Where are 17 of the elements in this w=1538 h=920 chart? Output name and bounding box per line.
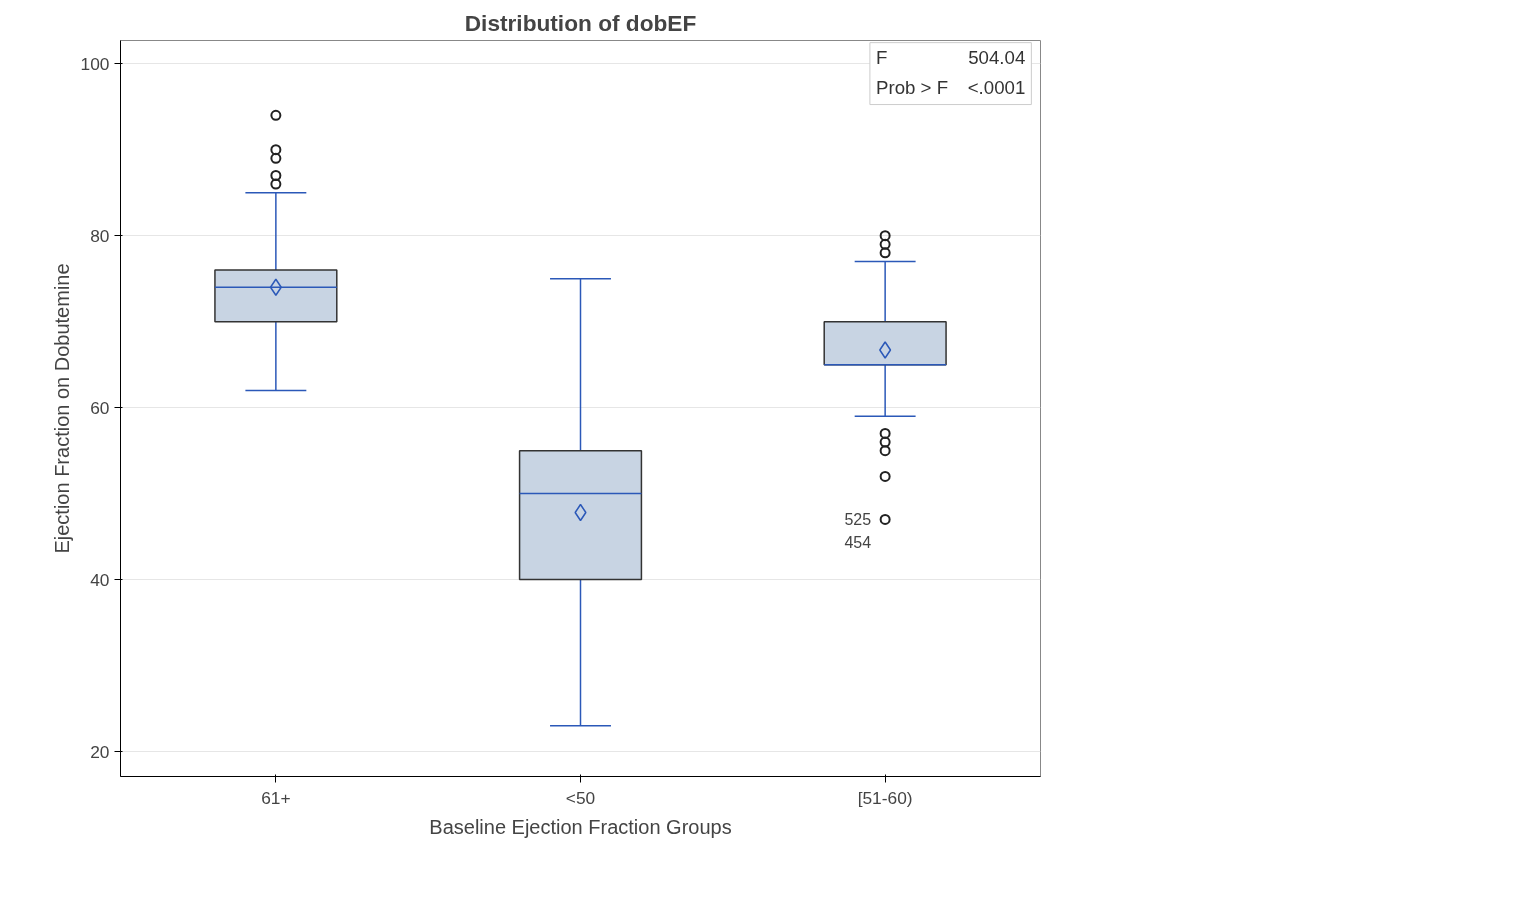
x-tick-label: <50 xyxy=(565,787,596,808)
annotation: Prob > F xyxy=(876,77,949,99)
annotation: 504.04 xyxy=(968,47,1026,69)
y-tick-label: 100 xyxy=(80,53,110,74)
y-tick-label: 80 xyxy=(90,225,110,246)
y-tick-label: 40 xyxy=(90,569,110,590)
y-tick-label: 60 xyxy=(90,397,110,418)
chart-title: Distribution of dobEF xyxy=(464,9,697,36)
annotation: F xyxy=(876,47,888,69)
x-tick-label: [51-60) xyxy=(857,787,913,808)
annotation: 525 xyxy=(844,511,872,529)
y-axis-title: Ejection Fraction on Dobutemine xyxy=(50,263,73,554)
x-tick-label: 61+ xyxy=(261,787,291,808)
x-axis-title: Baseline Ejection Fraction Groups xyxy=(429,815,732,838)
annotation: 454 xyxy=(844,534,872,552)
annotation: <.0001 xyxy=(967,77,1026,99)
y-tick-label: 20 xyxy=(90,741,110,762)
